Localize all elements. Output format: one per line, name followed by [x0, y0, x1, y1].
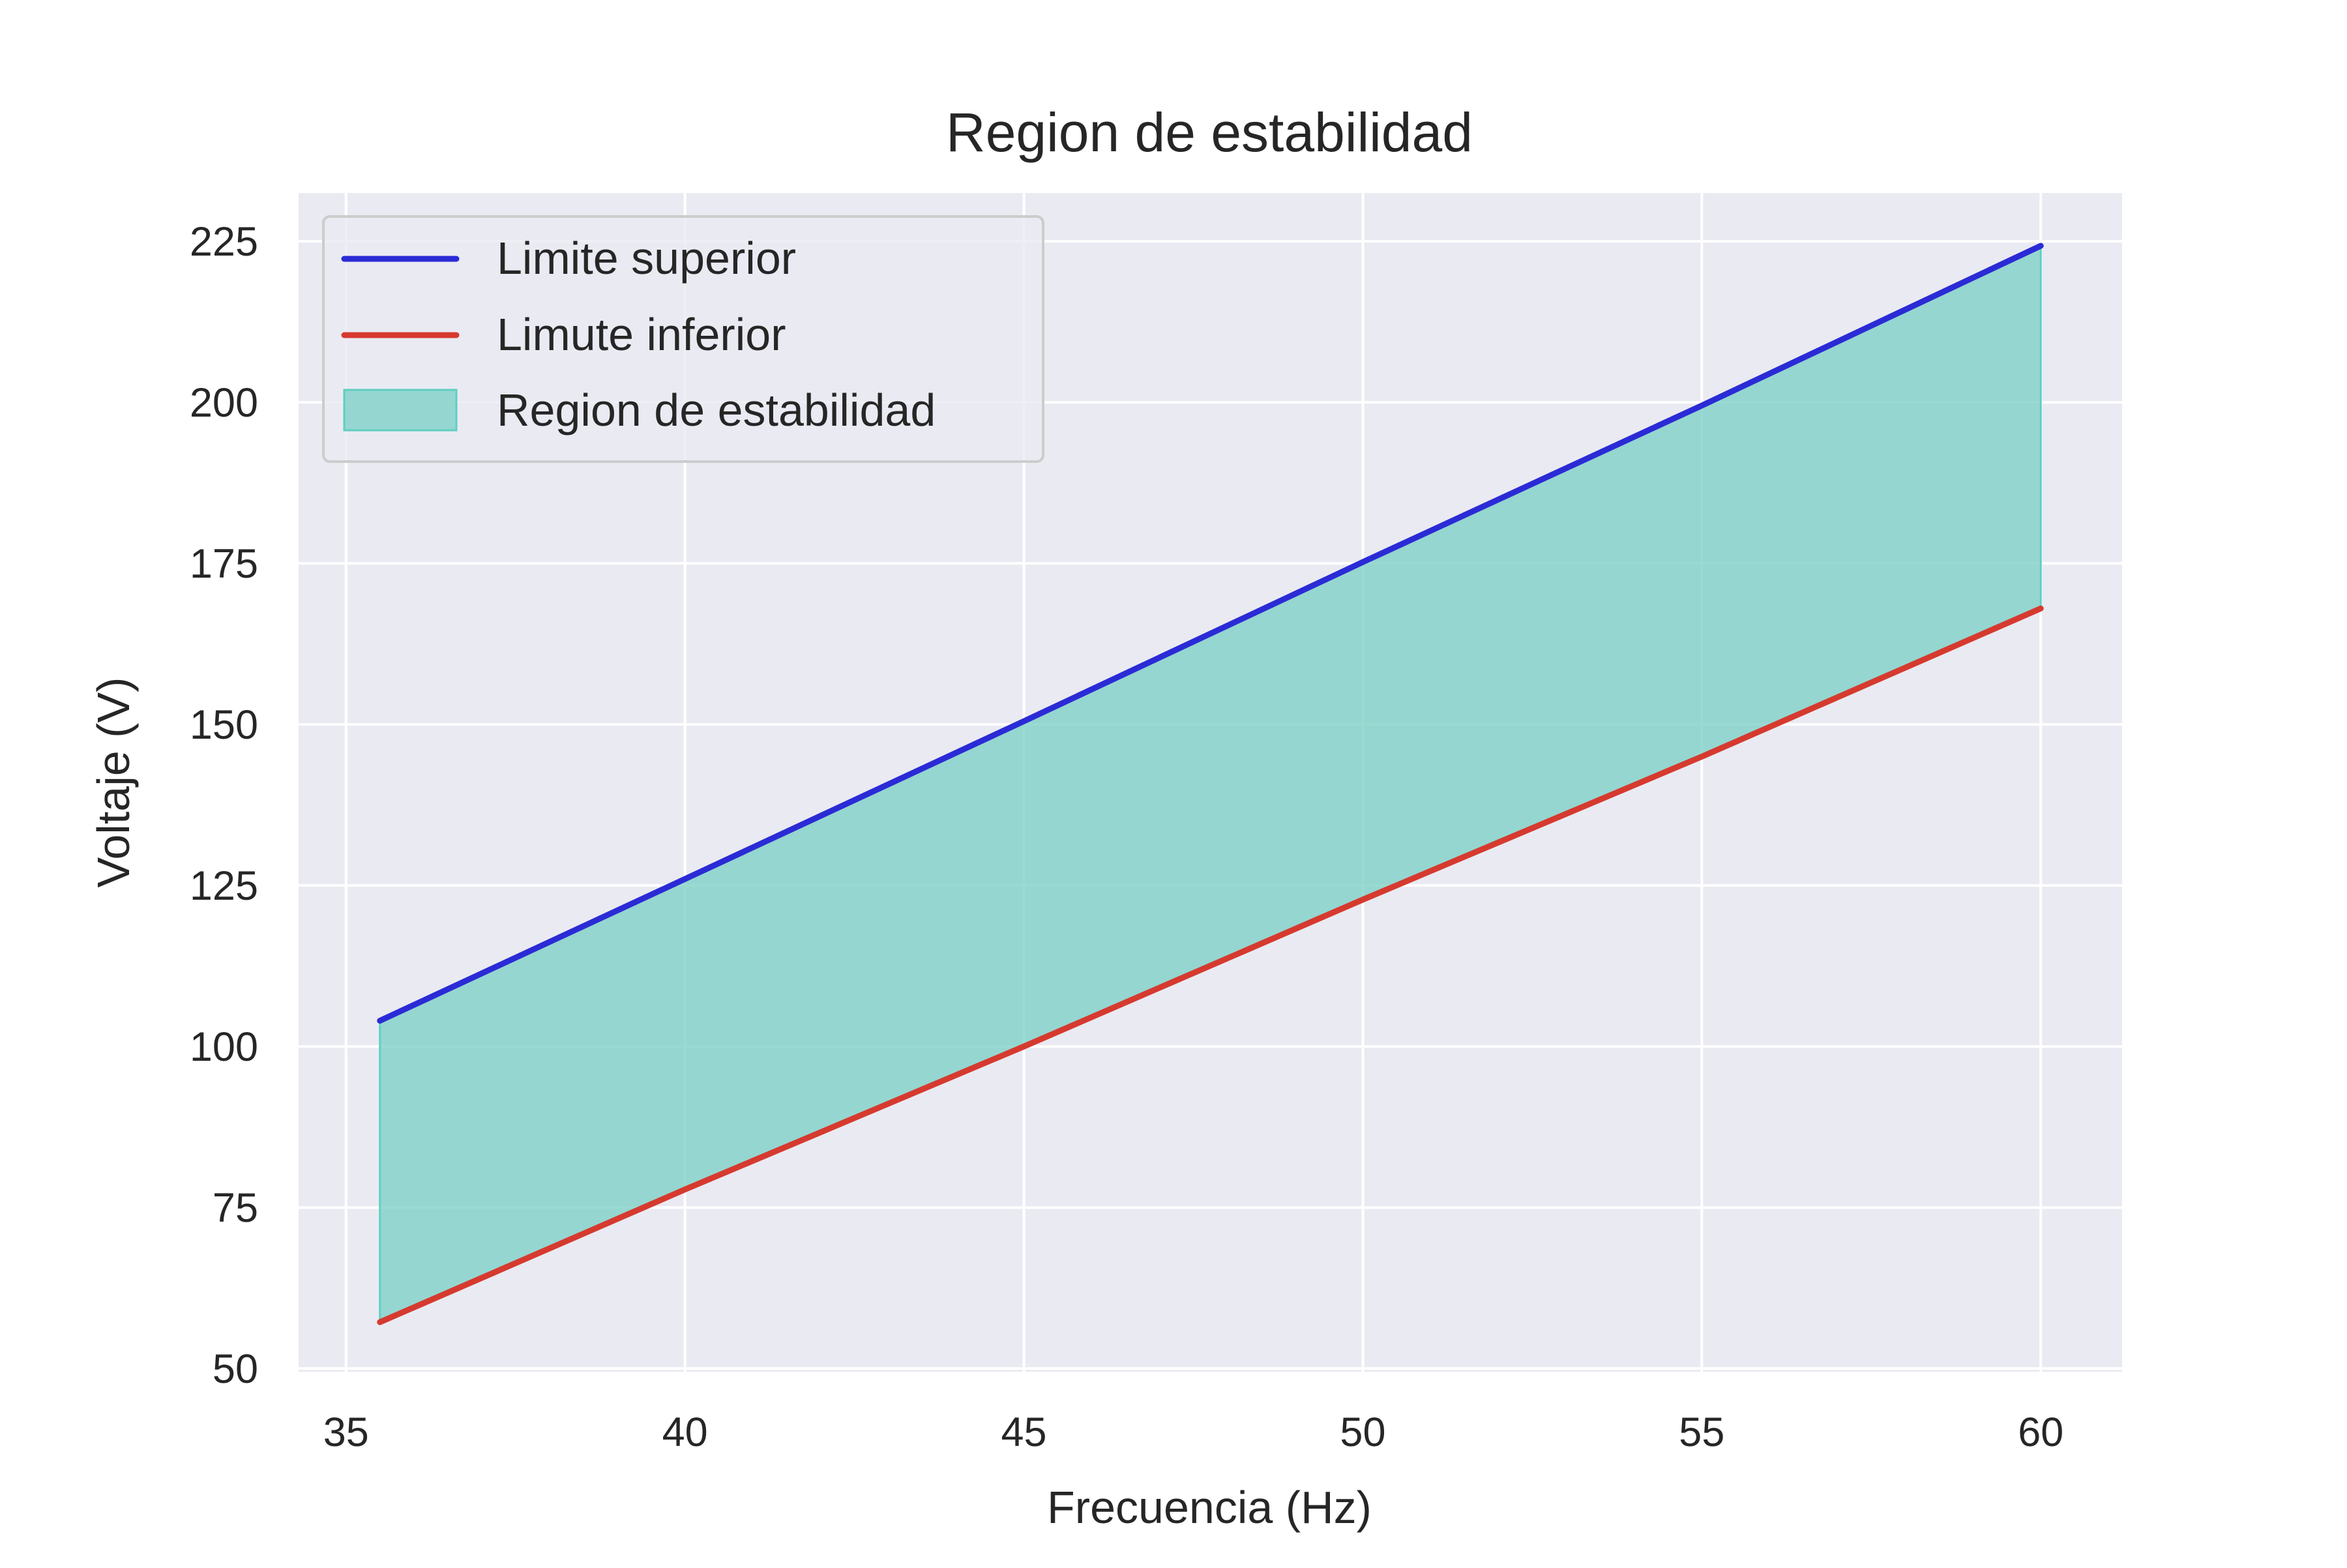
- y-axis-label: Voltaje (V): [88, 677, 139, 888]
- legend-label-limute-inferior: Limute inferior: [497, 309, 786, 360]
- chart-title: Region de estabilidad: [946, 102, 1473, 163]
- y-tick-label-75: 75: [213, 1185, 258, 1231]
- y-tick-label-100: 100: [190, 1024, 258, 1070]
- x-tick-label-60: 60: [2018, 1410, 2063, 1455]
- tick-labels: 35 40 45 50 55 60 50 75 100 125 150 175 200 225: [190, 219, 2063, 1455]
- series-line-limite-superior: [377, 243, 2044, 1024]
- x-tick-label-45: 45: [1001, 1410, 1047, 1455]
- y-tick-label-125: 125: [190, 863, 258, 909]
- legend-label-limite-superior: Limite superior: [497, 233, 796, 284]
- legend-box: [322, 215, 1044, 463]
- y-tick-label-50: 50: [213, 1346, 258, 1392]
- legend-label-region: Region de estabilidad: [497, 385, 936, 436]
- y-tick-label-225: 225: [190, 219, 258, 265]
- legend: Limite superior Limute inferior Region d…: [322, 215, 1044, 463]
- series-lines: [377, 243, 2044, 1325]
- x-tick-label-55: 55: [1679, 1410, 1724, 1455]
- x-axis-label: Frecuencia (Hz): [1047, 1482, 1372, 1533]
- x-tick-label-35: 35: [323, 1410, 369, 1455]
- x-tick-label-50: 50: [1340, 1410, 1385, 1455]
- series-line-limute-inferior: [377, 605, 2044, 1325]
- y-tick-label-150: 150: [190, 702, 258, 748]
- legend-swatch-region: [343, 389, 458, 432]
- y-tick-label-200: 200: [190, 380, 258, 426]
- y-tick-label-175: 175: [190, 541, 258, 587]
- x-tick-label-40: 40: [662, 1410, 708, 1455]
